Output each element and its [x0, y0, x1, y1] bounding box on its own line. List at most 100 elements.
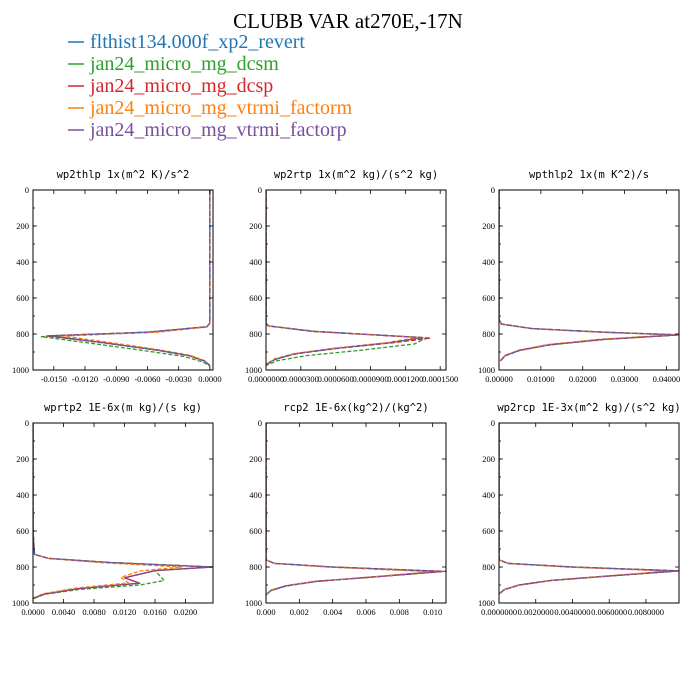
y-tick-label: 600 [249, 526, 262, 536]
series-line [58, 190, 211, 366]
series-line [266, 190, 427, 367]
x-tick-label: 0.0000600 [318, 374, 354, 384]
series-line [33, 423, 183, 599]
chart-panel: wp2rcp 1E-3x(m^2 kg)/(s^2 kg)0 200 400 600 8… [478, 402, 681, 617]
y-tick-label: 1000 [245, 598, 262, 608]
y-tick-label: 0 [258, 418, 262, 428]
series-line [49, 190, 211, 366]
y-tick-label: 0 [491, 185, 495, 195]
x-tick-label: 0.0001200 [387, 374, 423, 384]
x-tick-label: 0.0200 [174, 607, 197, 617]
y-tick-label: 0 [25, 185, 29, 195]
chart-panel: wp2thlp 1x(m^2 K)/s^2 0 200 400 600 800 1000 -0… [12, 169, 222, 384]
x-tick-label: 0.010 [423, 607, 442, 617]
y-tick-label: 600 [16, 293, 29, 303]
x-tick-label: 0.01000 [527, 374, 555, 384]
x-tick-label: 0.0020000 [518, 607, 554, 617]
y-tick-label: 800 [249, 562, 262, 572]
x-tick-label: 0.004 [323, 607, 343, 617]
panel-title: wp2rtp 1x(m^2 kg)/(s^2 kg) [274, 169, 438, 181]
plot-frame [265, 189, 447, 371]
x-tick-label: 0.0160 [143, 607, 166, 617]
y-tick-label: 200 [482, 221, 495, 231]
series-line [499, 423, 679, 595]
x-tick-label: 0.008 [390, 607, 409, 617]
series-group [499, 423, 679, 595]
panel-title: wp2rcp 1E-3x(m^2 kg)/(s^2 kg) [497, 402, 680, 414]
series-line [499, 190, 679, 362]
legend-label: jan24_micro_mg_vtrmi_factorm [89, 97, 353, 119]
y-tick-label: 800 [16, 562, 29, 572]
y-tick-label: 0 [491, 418, 495, 428]
y-tick-label: 400 [482, 490, 495, 500]
series-line [33, 423, 213, 600]
y-tick-label: 400 [16, 490, 29, 500]
series-line [266, 190, 424, 366]
x-tick-label: 0.0000000 [481, 607, 517, 617]
x-tick-label: 0.0040000 [554, 607, 590, 617]
plot-frame [265, 422, 447, 604]
y-tick-label: 600 [249, 293, 262, 303]
y-tick-label: 400 [482, 257, 495, 267]
series-line [499, 423, 669, 595]
y-tick-label: 1000 [12, 365, 29, 375]
x-tick-label: -0.0120 [72, 374, 98, 384]
series-line [499, 190, 679, 362]
legend: flthist134.000f_xp2_revertjan24_micro_mg… [68, 31, 353, 141]
series-line [45, 190, 211, 367]
series-line [40, 190, 211, 367]
x-tick-label: 0.02000 [569, 374, 597, 384]
chart-panel: rcp2 1E-6x(kg^2)/(kg^2) 0 200 400 600 800 1000… [245, 402, 447, 617]
legend-label: jan24_micro_mg_dcsp [89, 75, 273, 97]
x-tick-label: 0.0080000 [628, 607, 664, 617]
chart-panel: wprtp2 1E-6x(m kg)/(s kg) 0 200 400 600 800 10… [12, 402, 214, 617]
y-tick-label: 800 [249, 329, 262, 339]
legend-entry: jan24_micro_mg_dcsp [68, 75, 273, 97]
series-line [33, 423, 211, 600]
legend-label: jan24_micro_mg_vtrmi_factorp [89, 119, 347, 141]
legend-entry: jan24_micro_mg_vtrmi_factorp [68, 119, 347, 141]
series-group [33, 423, 213, 600]
y-tick-label: 1000 [478, 598, 495, 608]
y-tick-label: 400 [16, 257, 29, 267]
x-tick-label: -0.0150 [41, 374, 67, 384]
y-tick-label: 600 [482, 526, 495, 536]
series-line [266, 423, 446, 596]
y-tick-label: 1000 [12, 598, 29, 608]
x-tick-label: -0.0030 [166, 374, 192, 384]
x-tick-label: 0.04000 [653, 374, 681, 384]
y-tick-label: 800 [16, 329, 29, 339]
panel-title: rcp2 1E-6x(kg^2)/(kg^2) [283, 402, 428, 414]
series-line [499, 190, 676, 362]
y-tick-label: 200 [16, 221, 29, 231]
legend-entry: jan24_micro_mg_dcsm [68, 53, 279, 75]
series-line [266, 423, 439, 596]
y-tick-label: 600 [482, 293, 495, 303]
y-tick-label: 1000 [245, 365, 262, 375]
series-line [33, 423, 213, 600]
x-tick-label: -0.0060 [134, 374, 160, 384]
series-line [266, 190, 420, 365]
x-tick-label: 0.006 [356, 607, 375, 617]
y-tick-label: 200 [249, 454, 262, 464]
chart-panel: wpthlp2 1x(m K^2)/s 0 200 400 600 800 10000.00… [478, 169, 680, 384]
y-tick-label: 1000 [478, 365, 495, 375]
y-tick-label: 400 [249, 257, 262, 267]
panel-title: wpthlp2 1x(m K^2)/s [529, 169, 649, 181]
x-tick-label: 0.0000 [198, 374, 221, 384]
x-tick-label: 0.0080 [82, 607, 105, 617]
series-group [499, 190, 679, 362]
y-tick-label: 200 [249, 221, 262, 231]
series-line [33, 423, 213, 600]
plot-frame [498, 189, 680, 371]
panels: wp2thlp 1x(m^2 K)/s^2 0 200 400 600 800 1000 -0… [12, 169, 681, 617]
x-tick-label: 0.000 [256, 607, 275, 617]
panel-title: wp2thlp 1x(m^2 K)/s^2 [57, 169, 190, 181]
x-tick-label: 0.0000000 [248, 374, 284, 384]
series-group [266, 423, 446, 596]
series-line [499, 190, 678, 362]
y-tick-label: 200 [16, 454, 29, 464]
panel-title: wprtp2 1E-6x(m kg)/(s kg) [44, 402, 202, 414]
x-tick-label: 0.03000 [611, 374, 639, 384]
